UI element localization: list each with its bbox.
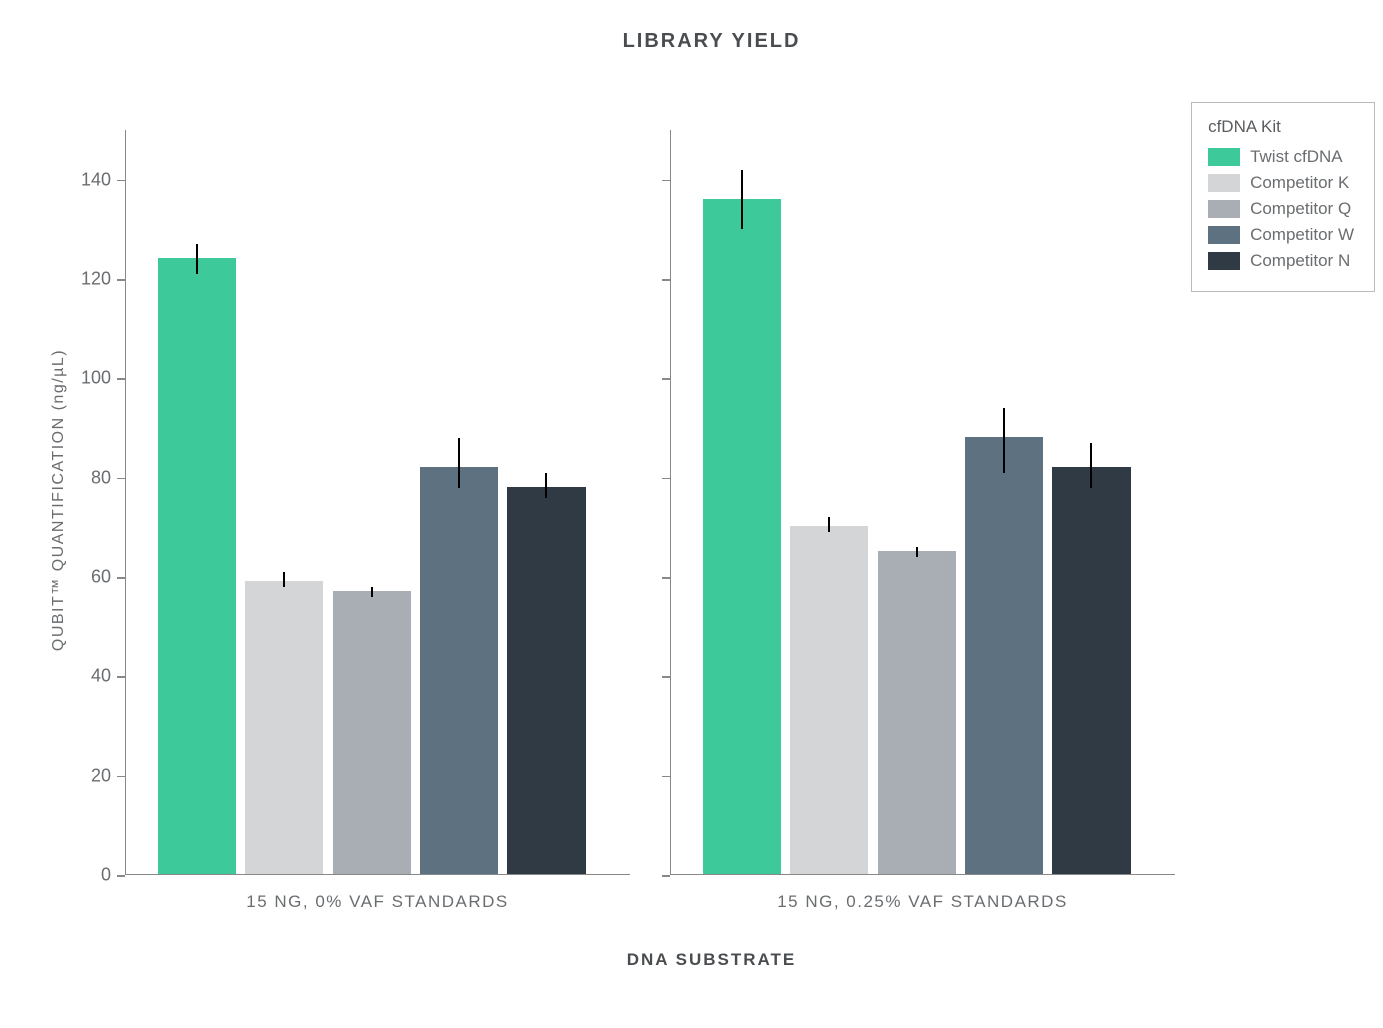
y-tick bbox=[662, 676, 670, 678]
y-tick bbox=[662, 279, 670, 281]
legend-swatch bbox=[1208, 226, 1240, 244]
y-tick bbox=[662, 875, 670, 877]
bar bbox=[507, 487, 585, 874]
legend-item: Competitor Q bbox=[1208, 199, 1354, 219]
error-bar bbox=[828, 517, 830, 532]
legend-label: Competitor K bbox=[1250, 173, 1349, 193]
legend-label: Competitor W bbox=[1250, 225, 1354, 245]
legend-swatch bbox=[1208, 148, 1240, 166]
bar bbox=[158, 258, 236, 874]
plot-area: 02040608010012014015 NG, 0% VAF STANDARD… bbox=[125, 130, 1175, 875]
error-bar bbox=[1003, 408, 1005, 473]
legend-item: Competitor K bbox=[1208, 173, 1354, 193]
y-tick bbox=[117, 875, 125, 877]
error-bar bbox=[458, 438, 460, 488]
y-tick-label: 140 bbox=[81, 169, 111, 190]
chart-title: LIBRARY YIELD bbox=[20, 30, 1383, 53]
error-bar bbox=[545, 473, 547, 498]
y-tick bbox=[662, 776, 670, 778]
bar bbox=[245, 581, 323, 874]
y-tick bbox=[117, 378, 125, 380]
bar bbox=[878, 551, 956, 874]
y-tick-label: 60 bbox=[91, 567, 111, 588]
y-tick bbox=[662, 378, 670, 380]
y-axis-title: QUBIT™ QUANTIFICATION (ng/µL) bbox=[50, 349, 68, 651]
y-tick bbox=[117, 776, 125, 778]
y-tick bbox=[117, 279, 125, 281]
error-bar bbox=[741, 170, 743, 230]
y-tick-label: 120 bbox=[81, 269, 111, 290]
legend: cfDNA Kit Twist cfDNA Competitor K Competi… bbox=[1191, 102, 1375, 292]
legend-item: Twist cfDNA bbox=[1208, 147, 1354, 167]
legend-label: Twist cfDNA bbox=[1250, 147, 1343, 167]
legend-swatch bbox=[1208, 252, 1240, 270]
y-tick bbox=[662, 577, 670, 579]
y-tick bbox=[662, 180, 670, 182]
chart-panel: 15 NG, 0.25% VAF STANDARDS bbox=[670, 130, 1175, 875]
bar bbox=[965, 437, 1043, 874]
y-tick-label: 100 bbox=[81, 368, 111, 389]
error-bar bbox=[371, 587, 373, 597]
bar bbox=[333, 591, 411, 874]
y-tick bbox=[117, 478, 125, 480]
error-bar bbox=[283, 572, 285, 587]
error-bar bbox=[196, 244, 198, 274]
legend-title: cfDNA Kit bbox=[1208, 117, 1354, 137]
legend-label: Competitor N bbox=[1250, 251, 1350, 271]
y-tick-label: 0 bbox=[101, 865, 111, 886]
chart-panel: 02040608010012014015 NG, 0% VAF STANDARD… bbox=[125, 130, 630, 875]
bar bbox=[790, 526, 868, 874]
legend-item: Competitor N bbox=[1208, 251, 1354, 271]
bar bbox=[703, 199, 781, 874]
legend-swatch bbox=[1208, 174, 1240, 192]
x-category-label: 15 NG, 0% VAF STANDARDS bbox=[125, 892, 630, 912]
legend-swatch bbox=[1208, 200, 1240, 218]
x-axis-title: DNA SUBSTRATE bbox=[20, 950, 1383, 970]
chart-container: LIBRARY YIELD QUBIT™ QUANTIFICATION (ng/… bbox=[20, 30, 1383, 1008]
y-tick bbox=[662, 478, 670, 480]
legend-item: Competitor W bbox=[1208, 225, 1354, 245]
error-bar bbox=[1090, 443, 1092, 488]
y-tick-label: 80 bbox=[91, 467, 111, 488]
y-axis bbox=[125, 130, 126, 874]
bar bbox=[420, 467, 498, 874]
y-tick bbox=[117, 676, 125, 678]
y-axis bbox=[670, 130, 671, 874]
y-tick-label: 20 bbox=[91, 765, 111, 786]
x-category-label: 15 NG, 0.25% VAF STANDARDS bbox=[670, 892, 1175, 912]
y-tick bbox=[117, 577, 125, 579]
error-bar bbox=[916, 547, 918, 557]
legend-label: Competitor Q bbox=[1250, 199, 1351, 219]
y-tick-label: 40 bbox=[91, 666, 111, 687]
bar bbox=[1052, 467, 1130, 874]
y-tick bbox=[117, 180, 125, 182]
